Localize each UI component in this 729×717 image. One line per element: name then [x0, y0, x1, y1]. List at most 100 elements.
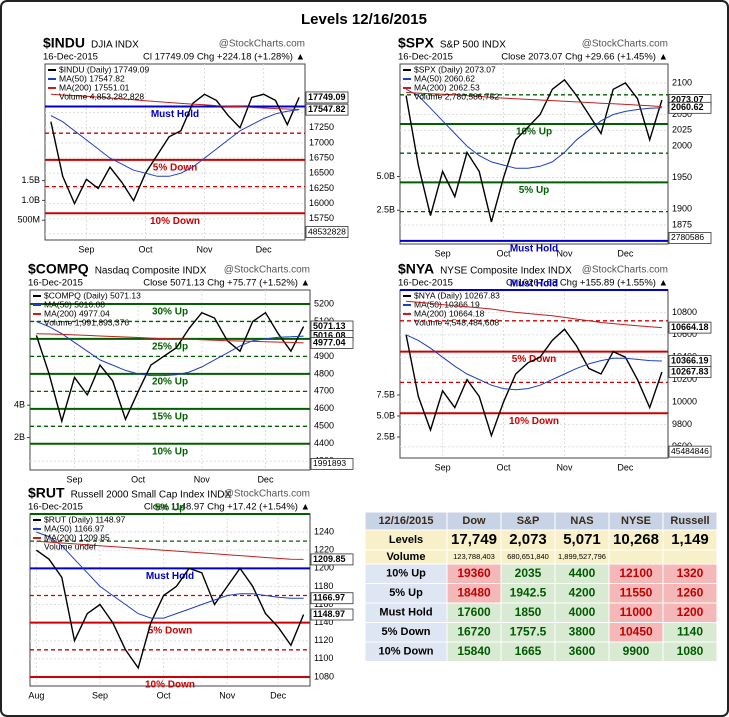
volume-tick-label: 2.5B [376, 205, 395, 215]
x-tick-label: Oct [131, 474, 146, 484]
cell-text: 4400 [569, 566, 596, 580]
value-tag [668, 321, 712, 334]
symbol: $RUT [28, 485, 65, 501]
index-name: DJIA INDX [91, 40, 139, 51]
y-tick-label: 1200 [314, 563, 334, 573]
price-line [36, 540, 304, 560]
value-tag-label: 5016.08 [313, 330, 346, 340]
value-tag-label: 5071.13 [313, 321, 346, 331]
level-label: 10% Down [145, 680, 195, 691]
level-label: Must Hold [146, 571, 194, 582]
cell-text: 11550 [620, 585, 653, 599]
legend-label: $COMPQ (Daily) 5071.13 [44, 290, 141, 300]
level-label: 10% Down [509, 416, 559, 427]
cell-text: 2035 [515, 566, 542, 580]
cell-text: 1200 [677, 605, 704, 619]
page-title: Levels 12/16/2015 [301, 11, 427, 28]
legend-label: $INDU (Daily) 17749.09 [59, 64, 150, 74]
x-tick-label: Nov [556, 248, 573, 258]
source: @StockCharts.com [582, 265, 668, 276]
level-label: 30% Up [152, 307, 188, 318]
cell-text: 3600 [569, 644, 596, 658]
table-cell [662, 641, 718, 662]
x-tick-label: Nov [194, 474, 211, 484]
y-tick-label: 4900 [314, 351, 334, 361]
x-tick-label: Nov [219, 690, 236, 700]
price-line [405, 334, 662, 391]
y-tick-label: 5200 [314, 298, 334, 308]
header-text: Russell [670, 515, 709, 527]
y-tick-label: 1950 [672, 172, 692, 182]
x-tick-label: Oct [497, 248, 512, 258]
source: @StockCharts.com [224, 489, 310, 500]
price-line [36, 333, 304, 344]
index-name: S&P 500 INDX [440, 40, 506, 51]
cell-text: 19360 [457, 566, 491, 580]
x-tick-label: Sep [435, 462, 451, 472]
cell-text: 16720 [457, 624, 491, 638]
cell-text: 15840 [457, 644, 491, 658]
date: 16-Dec-2015 [28, 278, 83, 289]
y-tick-label: 4400 [314, 438, 334, 448]
row-label: 10% Up [386, 568, 426, 580]
price-line [36, 321, 304, 377]
cell-text: 1320 [677, 566, 704, 580]
y-tick-label: 2000 [672, 140, 692, 150]
cell-text: 1665 [515, 644, 542, 658]
y-tick-label: 10000 [672, 396, 697, 406]
row-label: 5% Up [389, 587, 423, 599]
cell-text: 12100 [619, 566, 653, 580]
y-tick-label: 4700 [314, 386, 334, 396]
legend-label: MA(200) 2062.53 [414, 82, 480, 92]
level-label: 5% Up [519, 185, 550, 196]
level-label: 20% Up [152, 377, 188, 388]
value-tag [305, 91, 349, 104]
legend-label: MA(200) 10664.18 [414, 308, 485, 318]
x-tick-label: Oct [157, 690, 172, 700]
value-tag-label: 1166.97 [313, 593, 345, 603]
stats: Cl 10267.83 Chg +155.89 (+1.55%) ▲ [506, 278, 668, 289]
volume-tick-label: 4B [14, 400, 25, 410]
y-tick-label: 1900 [672, 204, 692, 214]
cell-text: 1260 [677, 585, 704, 599]
volume-tag-label: 1991893 [313, 458, 346, 468]
stats: Cl 17749.09 Chg +224.18 (+1.28%) ▲ [143, 52, 305, 63]
volume-tag-label: 2780586 [671, 232, 704, 242]
x-tick-label: Sep [92, 690, 108, 700]
cell-text: 1140 [677, 624, 703, 638]
value-tag-label: 1209.85 [313, 554, 346, 564]
volume-tag [305, 226, 349, 238]
legend-label: MA(200) 1209.85 [44, 532, 110, 542]
value-tag-label: 2060.62 [671, 102, 704, 112]
row-label: Must Hold [379, 607, 432, 619]
stats: Close 5071.13 Chg +75.77 (+1.52%) ▲ [143, 278, 310, 289]
y-tick-label: 17000 [309, 137, 334, 147]
x-tick-label: Dec [617, 248, 634, 258]
source: @StockCharts.com [219, 39, 305, 50]
legend-label: MA(200) 4977.04 [44, 308, 110, 318]
x-tick-label: Dec [257, 474, 274, 484]
value-tag [310, 592, 354, 605]
cell-text: 1757.5 [510, 624, 547, 638]
value-tag-label: 4977.04 [313, 337, 346, 347]
volume-tag-label: 48532828 [308, 226, 346, 236]
cell-text: 1,149 [671, 531, 709, 548]
symbol: $SPX [398, 35, 434, 51]
level-label: 5% Down [148, 625, 192, 636]
legend-label: $RUT (Daily) 1148.97 [44, 514, 126, 524]
price-line [50, 109, 300, 177]
y-tick-label: 4500 [314, 421, 334, 431]
x-tick-label: Aug [28, 690, 44, 700]
y-tick-label: 16000 [309, 198, 334, 208]
y-tick-label: 1240 [314, 526, 334, 536]
y-tick-label: 4800 [314, 368, 334, 378]
x-tick-label: Nov [197, 244, 214, 254]
y-tick-label: 17250 [309, 122, 334, 132]
symbol: $INDU [43, 35, 85, 51]
table-cell [662, 549, 718, 565]
cell-text: 4200 [569, 585, 596, 599]
value-tag [310, 553, 354, 566]
source: @StockCharts.com [224, 265, 310, 276]
volume-tag [668, 232, 712, 244]
row-label: 10% Down [378, 646, 433, 658]
